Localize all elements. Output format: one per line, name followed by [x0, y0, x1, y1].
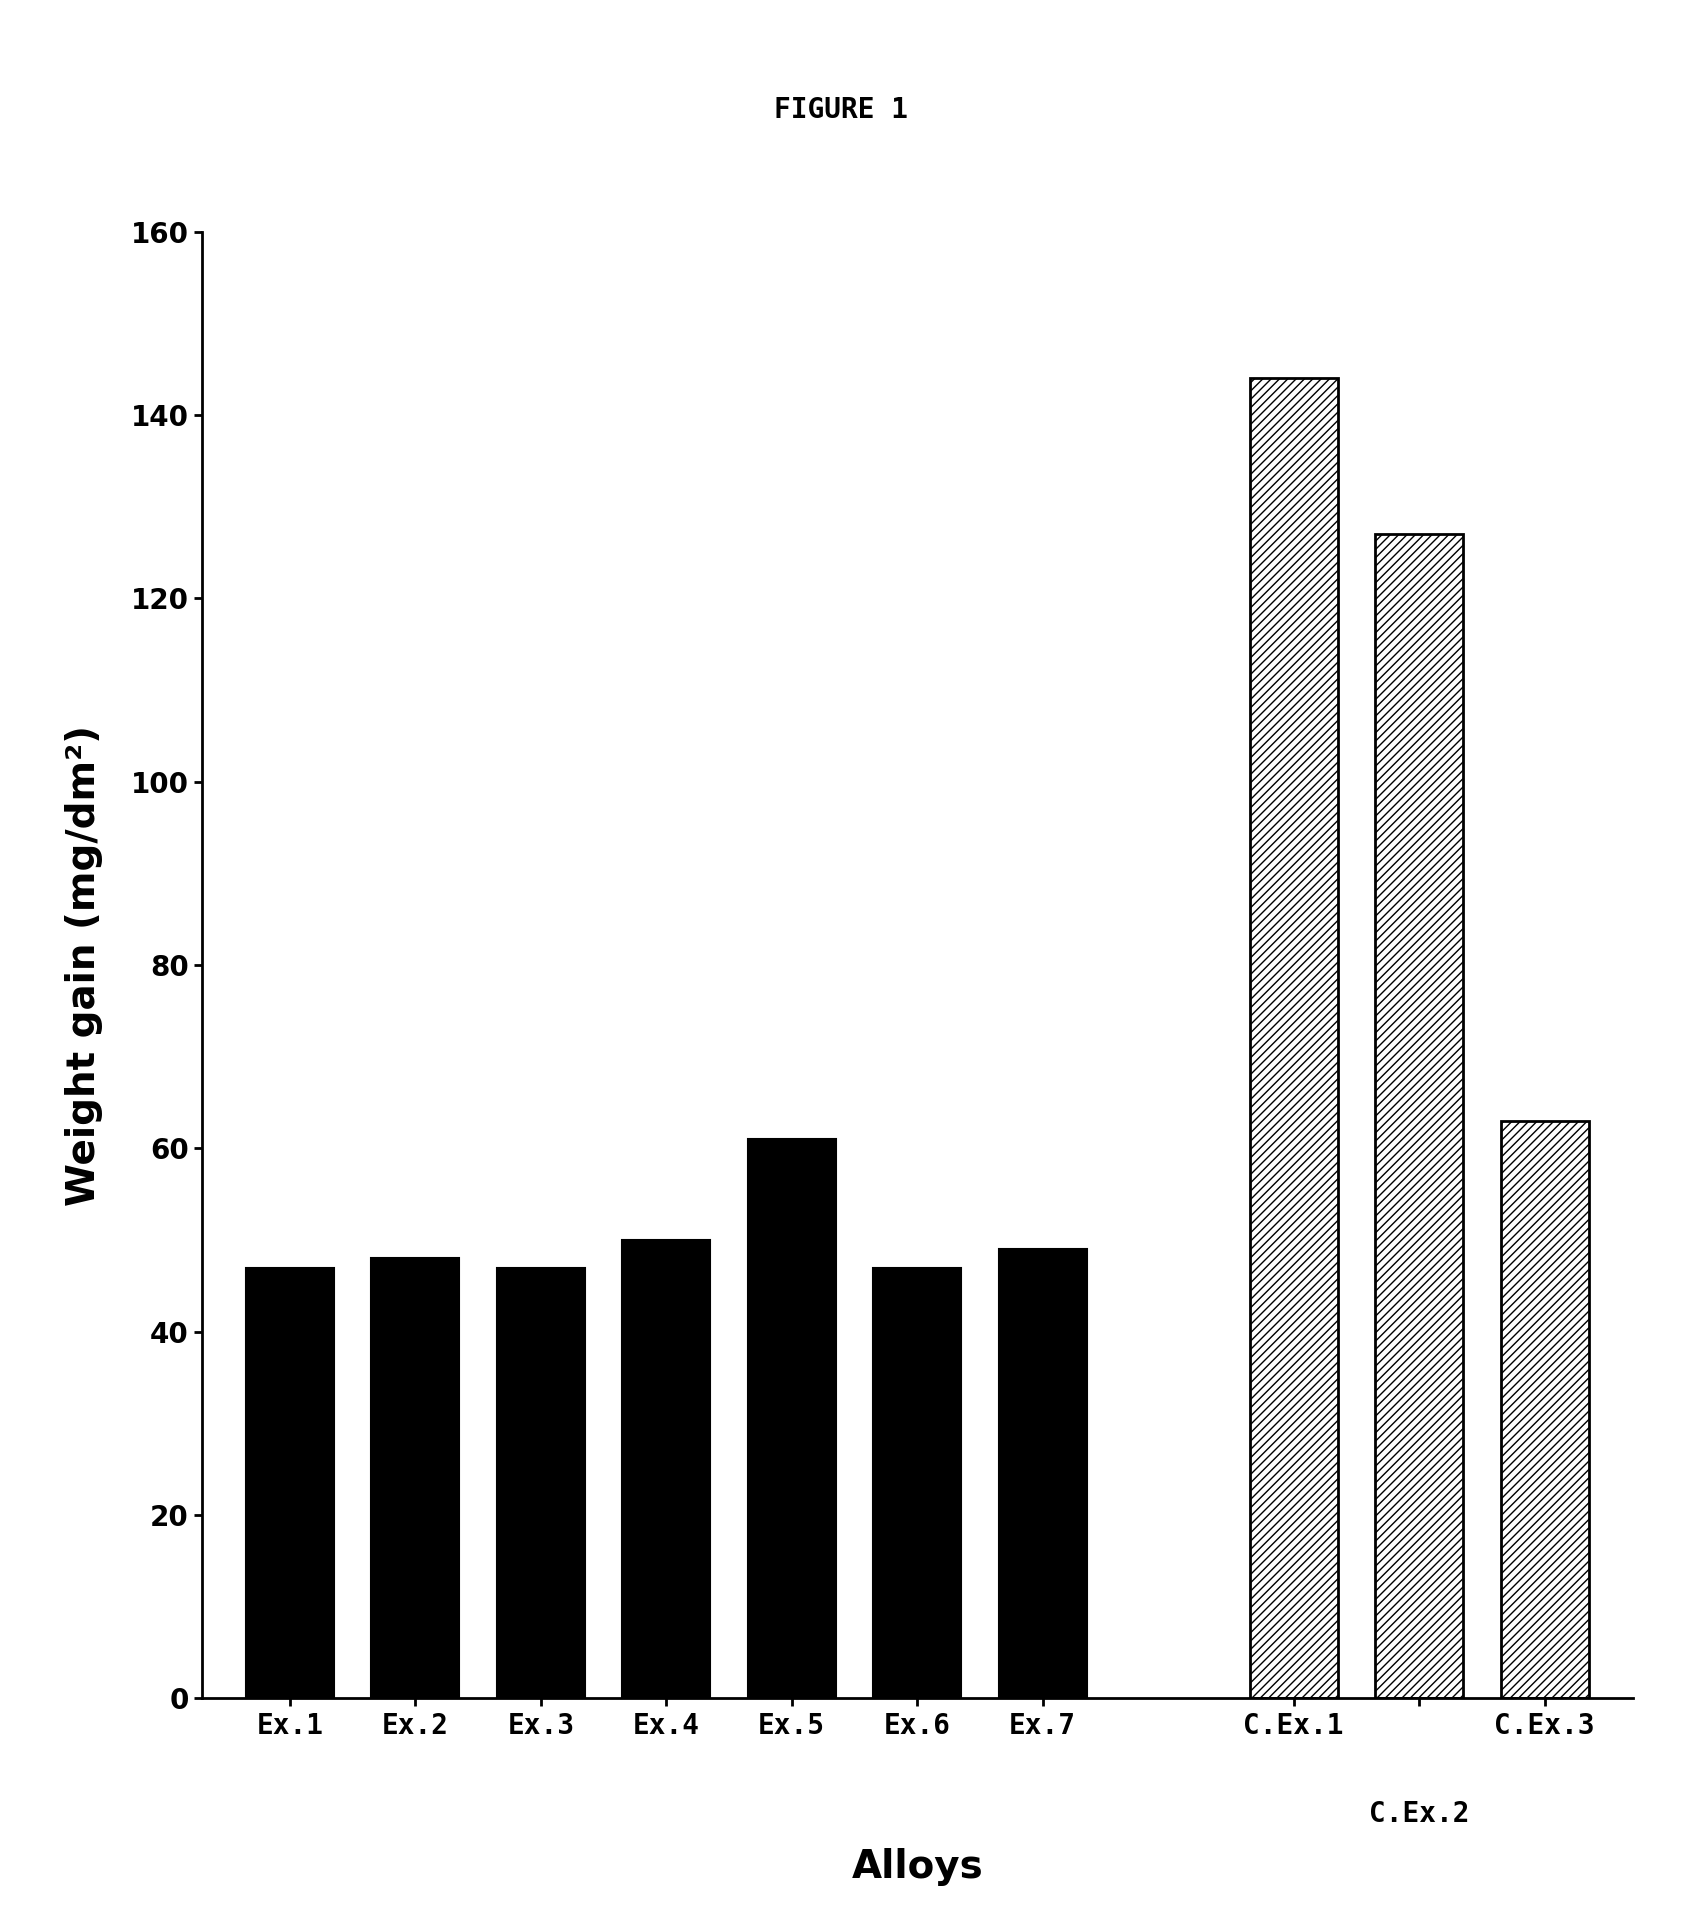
Text: FIGURE 1: FIGURE 1 — [774, 96, 908, 125]
Bar — [246, 1268, 333, 1698]
Bar — [1374, 535, 1462, 1698]
Y-axis label: Weight gain (mg/dm²): Weight gain (mg/dm²) — [66, 724, 103, 1206]
Bar — [747, 1139, 836, 1698]
Bar — [873, 1268, 960, 1698]
Bar — [496, 1268, 584, 1698]
Bar — [997, 1249, 1087, 1698]
Bar — [622, 1239, 710, 1698]
Bar — [1250, 378, 1337, 1698]
Bar — [1500, 1121, 1588, 1698]
X-axis label: Alloys: Alloys — [851, 1849, 982, 1886]
Bar — [372, 1258, 459, 1698]
